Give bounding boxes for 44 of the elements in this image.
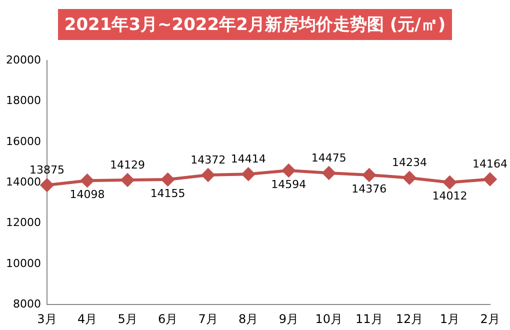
data-label: 13875	[29, 164, 64, 176]
y-tick-label: 12000	[6, 216, 41, 230]
y-tick-label: 20000	[6, 53, 41, 66]
y-tick-label: 10000	[6, 256, 41, 270]
chart-title: 2021年3月~2022年2月新房均价走势图 (元/㎡)	[58, 8, 452, 40]
x-tick-label: 2月	[480, 312, 500, 326]
y-tick-label: 8000	[12, 297, 41, 310]
point	[40, 178, 54, 192]
y-tick-label: 18000	[6, 94, 41, 108]
x-tick-label: 7月	[198, 312, 218, 326]
data-label: 14414	[230, 152, 266, 166]
data-label: 14372	[190, 153, 226, 166]
point	[80, 174, 94, 188]
point	[484, 172, 496, 186]
point	[282, 164, 296, 178]
data-label: 14164	[472, 158, 508, 171]
x-tick-label: 3月	[37, 312, 57, 326]
x-tick-label: 1月	[440, 312, 460, 326]
y-tick-label: 16000	[6, 134, 41, 148]
y-tick-label: 14000	[6, 175, 41, 188]
point	[121, 173, 134, 186]
x-tick-label: 12月	[396, 312, 424, 326]
data-label: 14129	[110, 158, 146, 172]
data-label: 14234	[392, 156, 427, 170]
data-label: 14594	[271, 178, 306, 191]
x-tick-label: 4月	[77, 312, 98, 326]
x-tick-label: 9月	[278, 312, 298, 326]
point	[242, 168, 255, 181]
x-tick-label: 5月	[118, 312, 138, 326]
x-tick-label: 6月	[158, 312, 178, 326]
data-label: 14155	[150, 186, 186, 200]
data-label: 14012	[432, 190, 468, 203]
x-tick-label: 10月	[315, 312, 343, 326]
point	[443, 176, 456, 189]
point	[322, 166, 336, 180]
point	[161, 172, 174, 186]
x-tick-label: 8月	[238, 312, 258, 326]
point	[202, 168, 215, 182]
data-label: 14376	[352, 182, 387, 196]
point	[362, 168, 376, 182]
x-tick-label: 11月	[356, 312, 383, 326]
point	[402, 171, 416, 184]
data-label: 14475	[311, 151, 346, 164]
data-label: 14098	[70, 188, 105, 201]
